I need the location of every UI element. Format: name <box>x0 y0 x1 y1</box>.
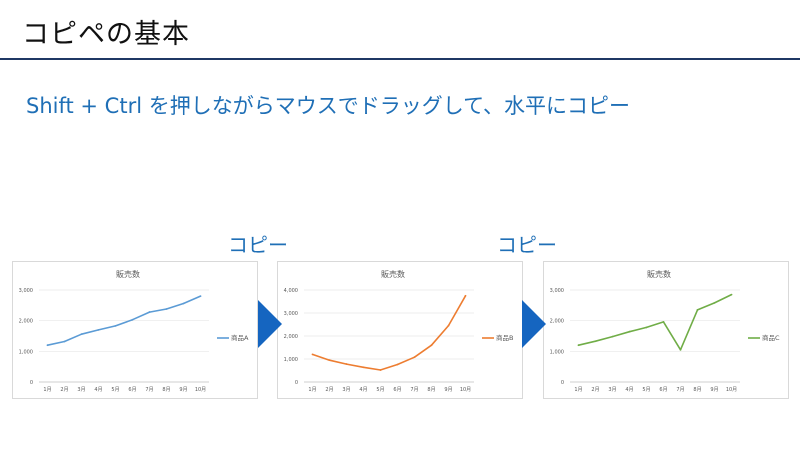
x-tick-label: 3月 <box>342 387 350 393</box>
arrow-right-icon-1 <box>258 300 282 348</box>
x-tick-label: 8月 <box>427 387 435 393</box>
series-line[interactable] <box>312 295 467 371</box>
y-tick-label: 1,000 <box>550 349 564 355</box>
y-tick-label: 2,000 <box>550 319 564 325</box>
data-point <box>696 309 699 311</box>
slide-subtitle: Shift + Ctrl を押しながらマウスでドラッグして、水平にコピー <box>26 94 631 118</box>
copy-label-2: コピー <box>497 233 557 257</box>
x-tick-label: 8月 <box>693 387 701 393</box>
chart-product-a[interactable]: 販売数 0 1,000 2,000 3,000 1月 2月 3月 4月 5月 6月 7月 8月 9月 10月… <box>12 261 258 399</box>
data-point <box>594 340 597 343</box>
x-tick-label: 10月 <box>460 387 471 393</box>
chart-title: 販売数 <box>381 269 405 279</box>
x-tick-label: 4月 <box>359 387 367 393</box>
x-tick-label: 3月 <box>77 387 85 393</box>
legend-label: 商品C <box>762 333 780 342</box>
x-tick-label: 1月 <box>43 387 51 393</box>
chart-svg: 販売数 0 1,000 2,000 3,000 1月 2月 3月 4月 5月 6月 7月 8月 9月 10月… <box>550 269 780 393</box>
data-point <box>182 302 185 305</box>
data-point <box>63 340 66 343</box>
copy-label-1: コピー <box>228 233 288 257</box>
x-tick-label: 4月 <box>625 387 633 393</box>
data-point <box>311 353 314 356</box>
x-tick-label: 10月 <box>726 387 737 393</box>
y-tick-label: 2,000 <box>284 334 298 340</box>
x-tick-label: 10月 <box>195 387 206 393</box>
data-point <box>645 326 648 329</box>
x-tick-label: 2月 <box>325 387 333 393</box>
x-tick-label: 3月 <box>608 387 616 393</box>
data-point <box>80 333 83 336</box>
legend-label: 商品B <box>496 333 513 342</box>
y-tick-label: 3,000 <box>284 311 298 317</box>
legend-label: 商品A <box>231 333 249 342</box>
data-point <box>328 359 331 362</box>
x-tick-label: 6月 <box>393 387 401 393</box>
y-tick-label: 1,000 <box>19 349 33 355</box>
chart-svg: 販売数 0 1,000 2,000 3,000 4,000 1月 2月 3月 4月 5月 6月 7月 8月… <box>284 269 514 393</box>
data-point <box>464 294 467 297</box>
x-tick-label: 1月 <box>574 387 582 393</box>
y-tick-label: 4,000 <box>284 288 298 294</box>
data-point <box>577 344 580 347</box>
x-tick-label: 5月 <box>642 387 650 393</box>
x-tick-label: 6月 <box>128 387 136 393</box>
slide-title: コピペの基本 <box>22 19 190 50</box>
data-point <box>396 363 399 366</box>
y-tick-label: 2,000 <box>19 319 33 325</box>
data-point <box>131 318 134 321</box>
x-tick-label: 7月 <box>410 387 418 393</box>
x-tick-label: 4月 <box>94 387 102 393</box>
series-line[interactable] <box>47 295 201 346</box>
x-tick-label: 7月 <box>676 387 684 393</box>
y-tick-label: 1,000 <box>284 357 298 363</box>
data-point <box>713 301 716 304</box>
x-tick-label: 9月 <box>710 387 718 393</box>
chart-product-c[interactable]: 販売数 0 1,000 2,000 3,000 1月 2月 3月 4月 5月 6月 7月 8月 9月 10月… <box>543 261 789 399</box>
chart-product-b[interactable]: 販売数 0 1,000 2,000 3,000 4,000 1月 2月 3月 4月 5月 6月 7月 8月… <box>277 261 523 399</box>
chart-title: 販売数 <box>647 269 671 279</box>
title-divider <box>0 58 800 60</box>
x-tick-label: 2月 <box>60 387 68 393</box>
data-point <box>97 328 100 331</box>
x-tick-label: 9月 <box>444 387 452 393</box>
data-point <box>379 369 382 371</box>
series-line[interactable] <box>578 293 732 351</box>
arrow-right-icon-2 <box>522 300 546 348</box>
x-tick-label: 7月 <box>145 387 153 393</box>
y-tick-label: 3,000 <box>19 288 33 294</box>
y-tick-label: 0 <box>561 380 564 386</box>
x-tick-label: 2月 <box>591 387 599 393</box>
x-tick-label: 5月 <box>111 387 119 393</box>
data-point <box>362 366 365 369</box>
data-point <box>46 344 49 347</box>
x-tick-label: 1月 <box>308 387 316 393</box>
x-tick-label: 9月 <box>179 387 187 393</box>
data-point <box>679 348 682 351</box>
x-tick-label: 6月 <box>659 387 667 393</box>
data-point <box>662 320 665 323</box>
data-point <box>199 295 202 298</box>
data-point <box>628 330 631 333</box>
chart-title: 販売数 <box>116 269 140 279</box>
x-tick-label: 8月 <box>162 387 170 393</box>
chart-svg: 販売数 0 1,000 2,000 3,000 1月 2月 3月 4月 5月 6月 7月 8月 9月 10月… <box>19 269 249 393</box>
data-point <box>611 335 614 338</box>
data-point <box>114 324 117 327</box>
data-point <box>165 308 168 310</box>
y-tick-label: 0 <box>30 380 33 386</box>
data-point <box>447 324 450 327</box>
data-point <box>148 311 151 313</box>
data-point <box>413 356 416 359</box>
data-point <box>730 293 733 296</box>
data-point <box>430 344 433 347</box>
y-tick-label: 0 <box>295 380 298 386</box>
x-tick-label: 5月 <box>376 387 384 393</box>
data-point <box>345 363 348 365</box>
y-tick-label: 3,000 <box>550 288 564 294</box>
